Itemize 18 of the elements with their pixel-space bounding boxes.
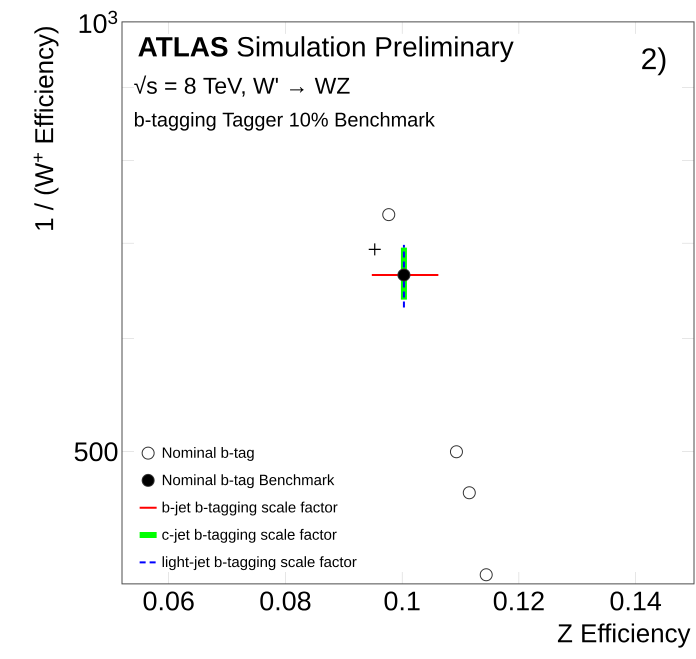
y-tick-label: 500	[74, 442, 118, 462]
legend-label: b-jet b-tagging scale factor	[162, 502, 338, 516]
x-tick-label: 0.08	[260, 591, 310, 611]
legend-label: Nominal b-tag Benchmark	[162, 474, 334, 488]
x-tick-label: 0.14	[610, 591, 662, 611]
x-tick-label: 0.1	[384, 591, 420, 611]
text: √s = 8 TeV, W' → WZ	[134, 76, 350, 97]
legend-label: light-jet b-tagging scale factor	[162, 556, 357, 570]
x-axis-title: Z Efficiency	[558, 623, 690, 648]
chart-title: ATLAS Simulation Preliminary	[138, 36, 514, 62]
x-tick-label: 0.06	[144, 591, 194, 611]
annotation: b-tagging Tagger 10% Benchmark	[134, 112, 435, 131]
annotation: 2)	[642, 47, 666, 76]
legend-label: Nominal b-tag	[162, 446, 254, 461]
y-axis-title: 1 / (W$^{+}$ Efficiency)	[34, 27, 58, 230]
x-tick-label: 0.12	[494, 591, 544, 611]
y-tick-label: 10$^{3}$	[80, 10, 118, 34]
legend-label: c-jet b-tagging scale factor	[162, 528, 337, 543]
